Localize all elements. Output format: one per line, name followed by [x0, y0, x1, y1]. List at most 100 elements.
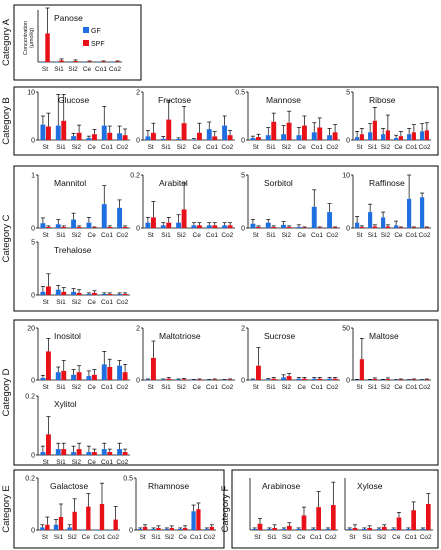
- x-tick-label: Ce: [88, 232, 97, 239]
- legend-swatch-spf: [83, 40, 89, 46]
- panel-sorbitol: 0 5 Sorbitol St Si1 Si2 Ce Co1 Co2: [241, 173, 340, 239]
- x-tick-label: Co2: [221, 384, 233, 391]
- x-tick-label: Si1: [151, 534, 161, 541]
- bar-spf-co1: [107, 452, 113, 455]
- x-tick-label: Co1: [206, 144, 218, 151]
- bar-gf-st: [250, 223, 256, 228]
- panel-maltose: 0 50 Maltose St Si1 Si2 Ce Co1 Co2: [342, 326, 431, 391]
- y-tick-label: 0: [241, 226, 245, 233]
- bar-gf-co1: [311, 528, 316, 530]
- x-tick-label: St: [43, 299, 49, 306]
- panel-title: Arabitol: [159, 178, 188, 188]
- bar-gf-si1: [55, 372, 61, 380]
- category-frame: [13, 4, 142, 81]
- x-tick-label: Si1: [161, 144, 171, 151]
- panel-title: Sucrose: [264, 331, 295, 341]
- bar-gf-st: [40, 377, 46, 380]
- bar-spf-co1: [107, 367, 113, 380]
- panel-xylose: Xylose St Si1 Si2 Ce Co1 Co2: [344, 478, 433, 541]
- x-tick-label: Si2: [72, 459, 82, 466]
- bar-spf-si1: [156, 527, 161, 530]
- bar-spf-st: [142, 526, 148, 530]
- bar-spf-ce: [301, 515, 307, 530]
- x-tick-label: Co1: [101, 299, 113, 306]
- bar-gf-st: [355, 222, 360, 228]
- x-tick-label: Si1: [368, 144, 378, 151]
- panel-title: Panose: [54, 13, 83, 23]
- bar-spf-si2: [181, 123, 187, 140]
- bar-gf-co2: [222, 125, 228, 140]
- bar-spf-co2: [122, 293, 128, 295]
- bar-gf-co1: [101, 364, 107, 380]
- y-tick-label: 0.2: [130, 173, 140, 180]
- bar-gf-ce: [191, 225, 197, 228]
- bar-gf-ce: [86, 376, 92, 380]
- x-tick-label: Co2: [419, 384, 431, 391]
- bar-spf-co1: [99, 504, 105, 530]
- x-tick-label: Ce: [193, 232, 202, 239]
- x-tick-label: Si2: [72, 299, 82, 306]
- bar-spf-si2: [286, 376, 292, 380]
- x-tick-label: Co1: [310, 534, 322, 541]
- bar-spf-si2: [76, 449, 82, 455]
- x-tick-label: Si2: [72, 232, 82, 239]
- bar-spf-co2: [424, 379, 429, 381]
- panel-title: Ribose: [369, 95, 396, 105]
- bar-gf-st: [355, 379, 360, 381]
- bar-spf-si2: [181, 209, 187, 228]
- bar-spf-co2: [122, 372, 128, 380]
- bar-spf-ce: [301, 378, 307, 380]
- y-axis-label-line: Concentration: [23, 21, 29, 55]
- bar-spf-si1: [372, 378, 377, 380]
- bar-spf-ce: [196, 132, 202, 140]
- y-tick-label: 20: [27, 326, 35, 333]
- panel-inositol: 0 20 Inositol St Si1 Si2 Ce Co1 Co2: [27, 326, 130, 391]
- bar-spf-st: [150, 132, 156, 140]
- category-frame: [231, 469, 439, 549]
- x-tick-label: Co2: [326, 144, 338, 151]
- bar-spf-st: [255, 137, 261, 140]
- x-tick-label: St: [148, 232, 154, 239]
- x-tick-label: Si2: [72, 384, 82, 391]
- x-tick-label: Co2: [419, 232, 431, 239]
- bar-spf-st: [255, 226, 261, 228]
- x-tick-label: Co2: [116, 459, 128, 466]
- x-tick-label: St: [43, 384, 49, 391]
- y-tick-label: 0.2: [25, 394, 35, 401]
- x-tick-label: Ce: [298, 144, 307, 151]
- bar-spf-co2: [332, 132, 338, 140]
- bar-spf-si2: [286, 122, 292, 140]
- bar-spf-co1: [212, 225, 218, 228]
- bar-spf-si2: [76, 292, 82, 295]
- bar-spf-ce: [91, 227, 97, 229]
- panel-title: Xylitol: [54, 399, 77, 409]
- bar-spf-ce: [396, 517, 402, 530]
- bar-gf-si1: [160, 225, 166, 228]
- y-tick-label: 0.5: [123, 476, 133, 483]
- bar-gf-ce: [296, 226, 302, 228]
- bar-spf-co2: [122, 452, 128, 455]
- bar-spf-ce: [398, 227, 403, 229]
- category-label: Category F: [220, 485, 231, 532]
- bar-spf-si1: [61, 226, 67, 228]
- bar-gf-si1: [265, 135, 271, 140]
- x-tick-label: Si1: [54, 66, 64, 73]
- bar-gf-ce: [296, 528, 302, 530]
- bar-gf-si2: [176, 379, 182, 381]
- x-tick-label: Co1: [95, 66, 107, 73]
- bar-gf-si2: [281, 528, 287, 530]
- y-tick-label: 0: [31, 138, 35, 145]
- x-tick-label: Co2: [116, 384, 128, 391]
- bar-spf-si1: [61, 120, 67, 140]
- x-tick-label: Co2: [109, 66, 121, 73]
- bar-spf-ce: [398, 136, 403, 140]
- bar-gf-si1: [55, 289, 61, 295]
- y-tick-label: 0: [136, 226, 140, 233]
- bar-spf-ce: [91, 134, 97, 140]
- bar-gf-co2: [327, 135, 333, 140]
- panel-trehalose: 0 5 Trehalose St Si1 Si2 Ce Co1 Co2: [31, 240, 130, 306]
